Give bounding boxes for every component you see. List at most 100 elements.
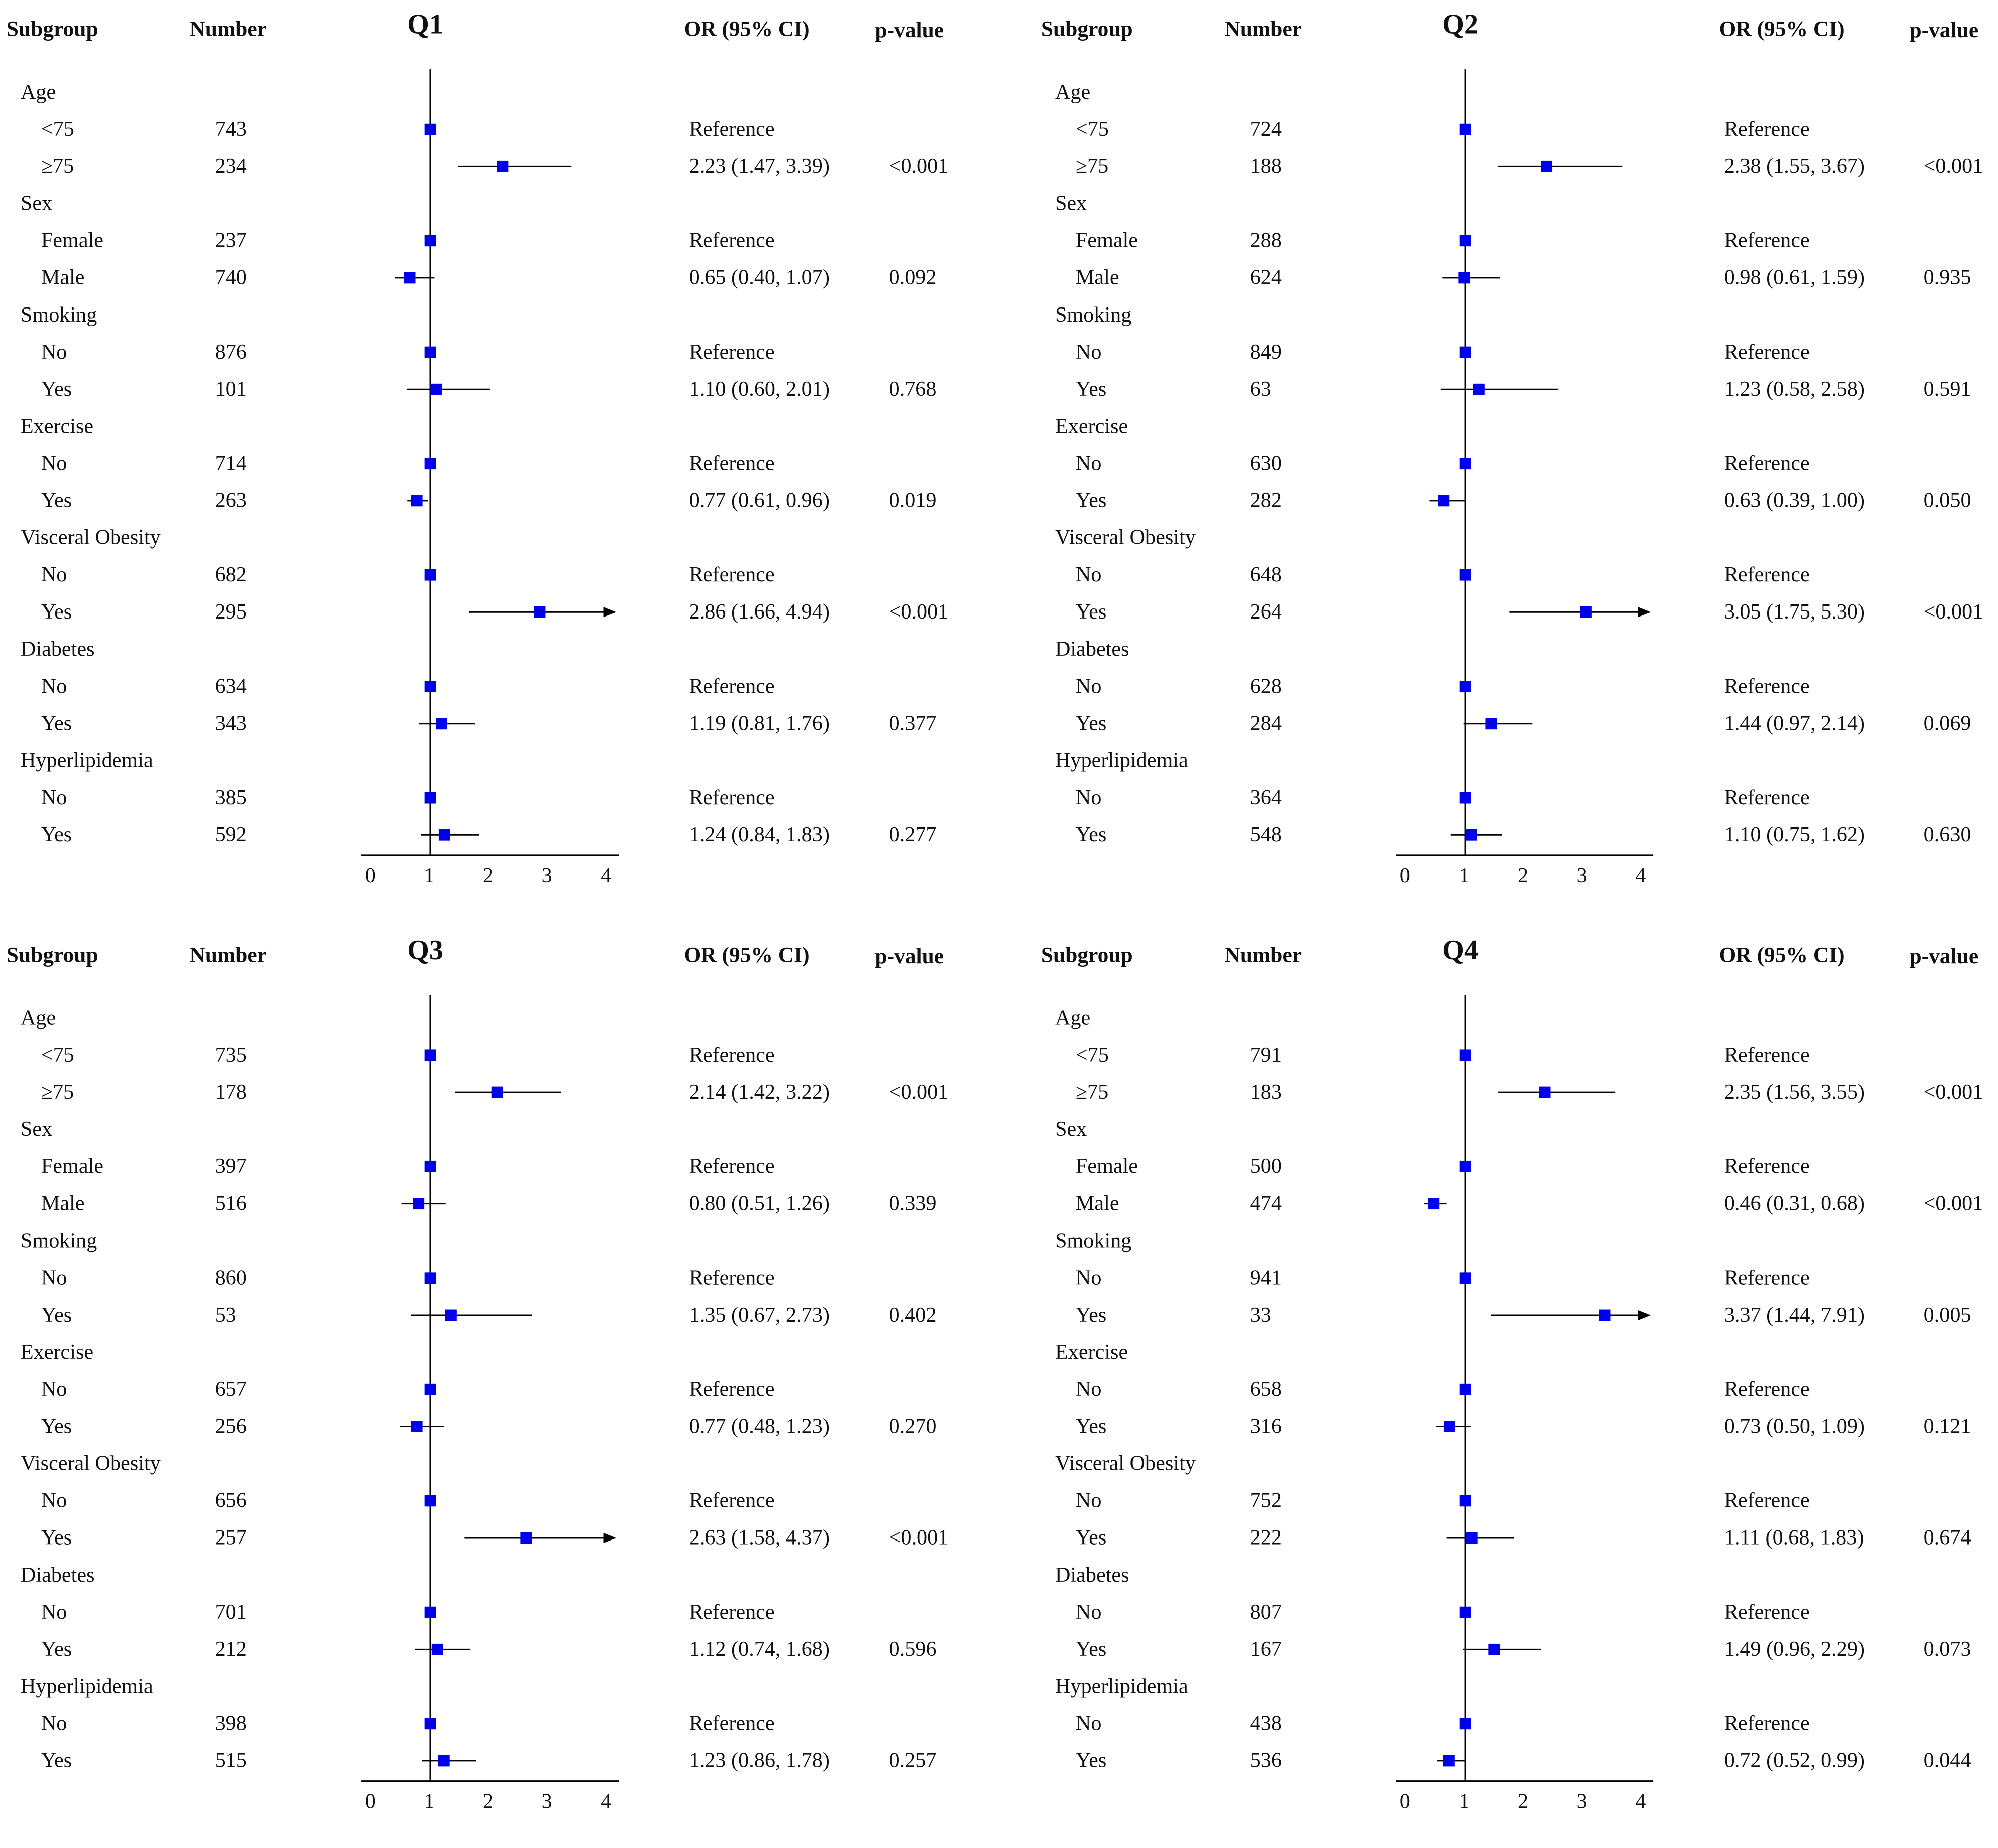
or-marker [411,1420,423,1433]
or-marker [424,458,436,470]
or-marker [404,272,416,284]
subgroup-number: 474 [1250,1191,1282,1215]
p-value-text: 0.270 [889,1413,937,1438]
subgroup-level: No [41,1711,67,1735]
or-ci-text: Reference [1724,1376,1810,1401]
or-marker [445,1309,457,1321]
or-ci-text: Reference [1724,562,1810,587]
subgroup-category: Diabetes [1055,636,1129,661]
subgroup-level: No [41,562,67,587]
or-ci-text: 2.63 (1.58, 4.37) [689,1525,830,1550]
subgroup-number: 658 [1250,1376,1282,1401]
or-marker [424,1160,436,1172]
p-value-text: 0.069 [1923,711,1971,735]
p-value-text: 0.073 [1923,1636,1971,1661]
or-ci-text: 1.10 (0.60, 2.01) [689,376,830,401]
subgroup-number: 648 [1250,562,1282,587]
or-ci-text: 2.35 (1.56, 3.55) [1724,1079,1865,1104]
subgroup-number: 183 [1250,1079,1282,1104]
subgroup-category: Hyperlipidemia [1055,1673,1188,1698]
subgroup-category: Sex [1055,190,1087,215]
or-marker [1459,1272,1471,1284]
header-subgroup: Subgroup [6,942,98,967]
or-ci-text: Reference [689,451,775,475]
or-ci-text: 0.65 (0.40, 1.07) [689,265,830,289]
x-tick-label: 0 [365,1789,376,1813]
or-ci-text: Reference [1724,228,1810,252]
or-marker [1459,235,1471,247]
or-ci-text: Reference [689,1376,775,1401]
p-value-text: <0.001 [1923,599,1983,624]
subgroup-level: No [1075,451,1102,475]
or-ci-text: Reference [1724,785,1810,810]
subgroup-number: 740 [215,265,247,289]
subgroup-number: 536 [1250,1748,1282,1772]
subgroup-level: Yes [1075,1413,1107,1438]
subgroup-level: <75 [41,1042,74,1067]
subgroup-number: 101 [215,376,247,401]
header-subgroup: Subgroup [1041,942,1133,967]
subgroup-level: Yes [41,599,72,624]
subgroup-number: 701 [215,1599,247,1624]
subgroup-level: Male [1075,265,1119,289]
or-ci-text: 1.10 (0.75, 1.62) [1724,822,1865,847]
p-value-text: 0.050 [1923,488,1971,512]
or-ci-text: Reference [1724,1042,1810,1067]
subgroup-number: 592 [215,822,247,847]
subgroup-level: Yes [41,822,72,847]
subgroup-level: Yes [1075,822,1107,847]
subgroup-number: 630 [1250,451,1282,475]
p-value-text: 0.935 [1923,265,1971,289]
subgroup-number: 714 [215,451,247,475]
subgroup-level: Yes [41,488,72,512]
subgroup-level: Yes [41,1636,72,1661]
x-tick-label: 2 [482,1789,494,1813]
subgroup-number: 256 [215,1413,247,1438]
subgroup-level: No [41,1599,67,1624]
subgroup-category: Hyperlipidemia [20,1673,153,1698]
or-ci-text: 0.72 (0.52, 0.99) [1724,1748,1865,1772]
subgroup-number: 548 [1250,822,1282,847]
or-ci-text: 2.14 (1.42, 3.22) [689,1079,830,1104]
x-tick-label: 0 [1399,863,1410,888]
or-marker [424,1495,436,1507]
subgroup-number: 438 [1250,1711,1282,1735]
subgroup-level: <75 [1075,116,1109,141]
or-marker [1459,1049,1471,1061]
subgroup-category: Smoking [20,1228,97,1253]
x-tick-label: 1 [424,863,435,888]
or-ci-text: 2.86 (1.66, 4.94) [689,599,830,624]
subgroup-level: Yes [1075,711,1107,735]
or-marker [520,1532,532,1544]
p-value-text: <0.001 [889,1525,949,1550]
subgroup-category: Sex [20,1116,53,1141]
or-marker [1459,1718,1471,1730]
subgroup-number: 237 [215,228,247,252]
subgroup-level: ≥75 [1075,1079,1109,1104]
subgroup-number: 628 [1250,673,1282,698]
or-marker [1541,160,1553,172]
or-marker [424,346,436,358]
subgroup-level: Female [41,228,104,252]
or-marker [438,1755,450,1767]
or-ci-text: 0.80 (0.51, 1.26) [689,1191,830,1215]
x-tick-label: 3 [541,863,552,888]
subgroup-number: 63 [1250,376,1271,401]
subgroup-level: Yes [1075,599,1107,624]
subgroup-level: No [41,785,67,810]
forest-plot-area [361,69,619,856]
header-p-value: p-value [1909,18,1979,43]
header-number: Number [189,942,267,967]
subgroup-number: 752 [1250,1488,1282,1512]
or-ci-text: Reference [1724,1488,1810,1512]
subgroup-number: 876 [215,339,247,364]
or-ci-text: 1.35 (0.67, 2.73) [689,1302,830,1327]
x-tick-label: 0 [365,863,376,888]
subgroup-category: Hyperlipidemia [20,748,153,772]
or-marker [1459,458,1471,470]
subgroup-level: Yes [1075,1636,1107,1661]
subgroup-number: 860 [215,1265,247,1290]
or-ci-text: 3.05 (1.75, 5.30) [1724,599,1865,624]
subgroup-number: 807 [1250,1599,1282,1624]
